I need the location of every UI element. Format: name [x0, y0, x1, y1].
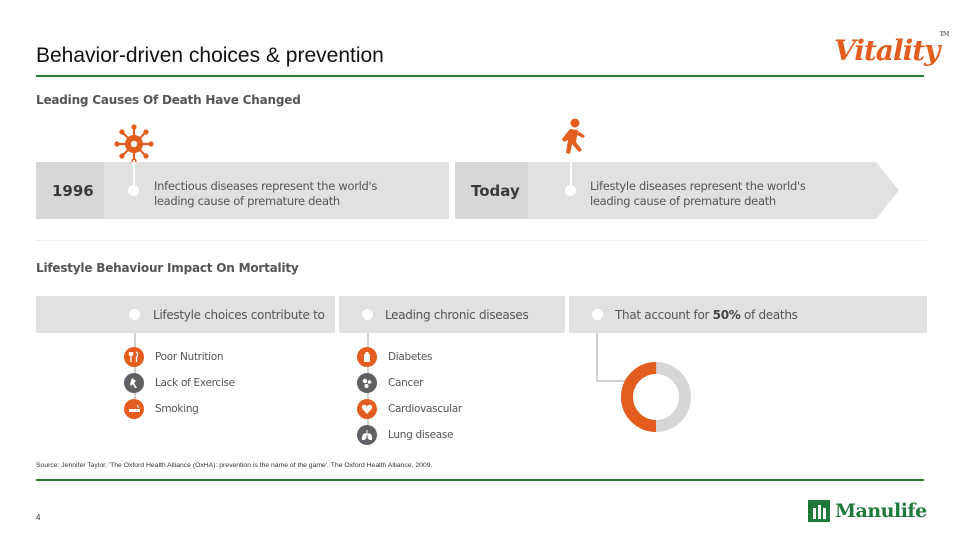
bottle-glyph [364, 352, 370, 362]
list-item: Smoking [124, 399, 199, 419]
mark-bar [812, 508, 816, 519]
manulife-mark-icon [808, 500, 830, 522]
dumbbell-icon [124, 373, 144, 393]
past-description-line-1: Infectious diseases represent the world'… [154, 179, 378, 193]
year-today-box: Today [455, 162, 528, 219]
cells-icon [357, 373, 377, 393]
vitality-logo: VitalityTM [834, 30, 950, 67]
today-pin-line [570, 160, 572, 190]
timeline-heading: Leading Causes Of Death Have Changed [36, 93, 301, 107]
today-description-line-1: Lifestyle diseases represent the world's [590, 179, 806, 193]
choices-header: Lifestyle choices contribute to [153, 308, 325, 322]
source-citation: Source: Jennifer Taylor. 'The Oxford Hea… [36, 462, 433, 469]
utensils-icon [124, 347, 144, 367]
year-1996-label: 1996 [52, 181, 94, 200]
disease-label: Cancer [388, 377, 424, 389]
virus-icon [114, 124, 154, 164]
trademark-mark: TM [939, 30, 949, 38]
list-item: Lack of Exercise [124, 373, 235, 393]
lungs-icon [357, 425, 377, 445]
deaths-connector [596, 333, 632, 382]
cigarette-glyph [128, 404, 140, 412]
deaths-header-suffix: of deaths [740, 308, 798, 322]
choice-label: Smoking [155, 403, 199, 415]
diseases-pin-dot [362, 309, 373, 320]
year-today-label: Today [471, 181, 520, 200]
list-item: Diabetes [357, 347, 433, 367]
title-divider [36, 75, 924, 77]
deaths-header-bar [569, 296, 927, 333]
choices-header-bar [36, 296, 335, 333]
exercise-glyph [130, 378, 137, 388]
choices-pin-dot [129, 309, 140, 320]
section-divider [36, 240, 926, 241]
deaths-donut-chart [621, 362, 691, 432]
cells-glyph [362, 378, 372, 388]
deaths-header-percent: 50% [712, 308, 741, 322]
past-description-line-2: leading cause of premature death [154, 194, 340, 208]
runner-icon [562, 118, 585, 154]
timeline-arrow-today [455, 162, 899, 219]
year-1996-box: 1996 [36, 162, 104, 219]
list-item: Cardiovascular [357, 399, 462, 419]
today-pin-dot [565, 185, 576, 196]
deaths-pin-dot [592, 309, 603, 320]
past-pin-dot [128, 185, 139, 196]
today-description-line-2: leading cause of premature death [590, 194, 776, 208]
heart-icon [357, 399, 377, 419]
list-item: Cancer [357, 373, 423, 393]
donut-highlight-segment [621, 362, 691, 432]
deaths-header-prefix: That account for [615, 308, 713, 322]
mark-bar [817, 505, 821, 519]
diseases-header: Leading chronic diseases [385, 308, 529, 322]
impact-heading: Lifestyle Behaviour Impact On Mortality [36, 261, 299, 275]
lungs-glyph [361, 430, 373, 441]
utensils-glyph [128, 351, 139, 362]
manulife-logo: Manulife [808, 500, 927, 522]
deaths-header: That account for 50% of deaths [615, 308, 798, 322]
vitality-logo-text: Vitality [834, 34, 940, 67]
page-number: 4 [36, 513, 41, 522]
slide-title: Behavior-driven choices & prevention [36, 44, 384, 67]
mark-bar [822, 508, 826, 519]
cigarette-icon [124, 399, 144, 419]
disease-label: Diabetes [388, 351, 433, 363]
choice-label: Lack of Exercise [155, 377, 235, 389]
list-item: Lung disease [357, 425, 454, 445]
disease-label: Lung disease [388, 429, 454, 441]
past-description: Infectious diseases represent the world'… [154, 179, 377, 209]
today-description: Lifestyle diseases represent the world's… [590, 179, 806, 209]
choice-label: Poor Nutrition [155, 351, 224, 363]
timeline-band-past [36, 162, 449, 219]
disease-label: Cardiovascular [388, 403, 462, 415]
diseases-header-bar [339, 296, 565, 333]
list-item: Poor Nutrition [124, 347, 224, 367]
insulin-bottle-icon [357, 347, 377, 367]
footer-divider [36, 479, 924, 481]
heart-glyph [361, 404, 373, 414]
manulife-logo-text: Manulife [835, 500, 927, 522]
past-pin-line [133, 160, 135, 190]
